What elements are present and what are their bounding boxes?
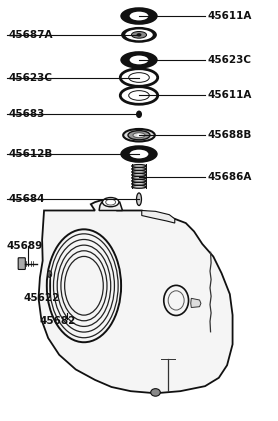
Polygon shape: [191, 298, 201, 307]
Ellipse shape: [136, 33, 142, 37]
Ellipse shape: [130, 149, 148, 158]
Ellipse shape: [102, 197, 119, 207]
Ellipse shape: [123, 129, 155, 141]
Polygon shape: [39, 200, 233, 393]
Polygon shape: [142, 210, 175, 223]
Ellipse shape: [120, 145, 158, 163]
Ellipse shape: [129, 91, 149, 100]
Text: 45683: 45683: [8, 109, 45, 119]
Text: 45686A: 45686A: [208, 172, 252, 182]
Polygon shape: [99, 202, 123, 210]
Text: 45623C: 45623C: [208, 55, 252, 65]
Ellipse shape: [120, 7, 158, 25]
Text: 45612B: 45612B: [8, 149, 53, 159]
Ellipse shape: [47, 271, 52, 277]
Ellipse shape: [130, 56, 148, 64]
Ellipse shape: [151, 389, 160, 396]
Ellipse shape: [120, 69, 158, 86]
Text: 45623C: 45623C: [8, 72, 52, 83]
Ellipse shape: [125, 29, 153, 40]
Text: 45688B: 45688B: [208, 130, 252, 140]
Ellipse shape: [137, 134, 141, 137]
Text: 45622: 45622: [23, 293, 60, 303]
Ellipse shape: [136, 193, 142, 205]
Ellipse shape: [130, 12, 148, 20]
Ellipse shape: [131, 32, 147, 38]
Text: 45689: 45689: [7, 241, 43, 251]
Ellipse shape: [129, 73, 149, 83]
Ellipse shape: [120, 51, 158, 69]
Text: 45611A: 45611A: [208, 91, 252, 101]
Ellipse shape: [128, 131, 150, 140]
Ellipse shape: [121, 27, 157, 43]
Text: 45682: 45682: [40, 316, 76, 326]
FancyBboxPatch shape: [18, 258, 25, 269]
Ellipse shape: [136, 111, 142, 118]
Text: 45684: 45684: [8, 194, 45, 204]
Ellipse shape: [120, 87, 158, 104]
Text: 45611A: 45611A: [208, 11, 252, 21]
Ellipse shape: [133, 133, 145, 138]
Text: 45687A: 45687A: [8, 30, 53, 40]
